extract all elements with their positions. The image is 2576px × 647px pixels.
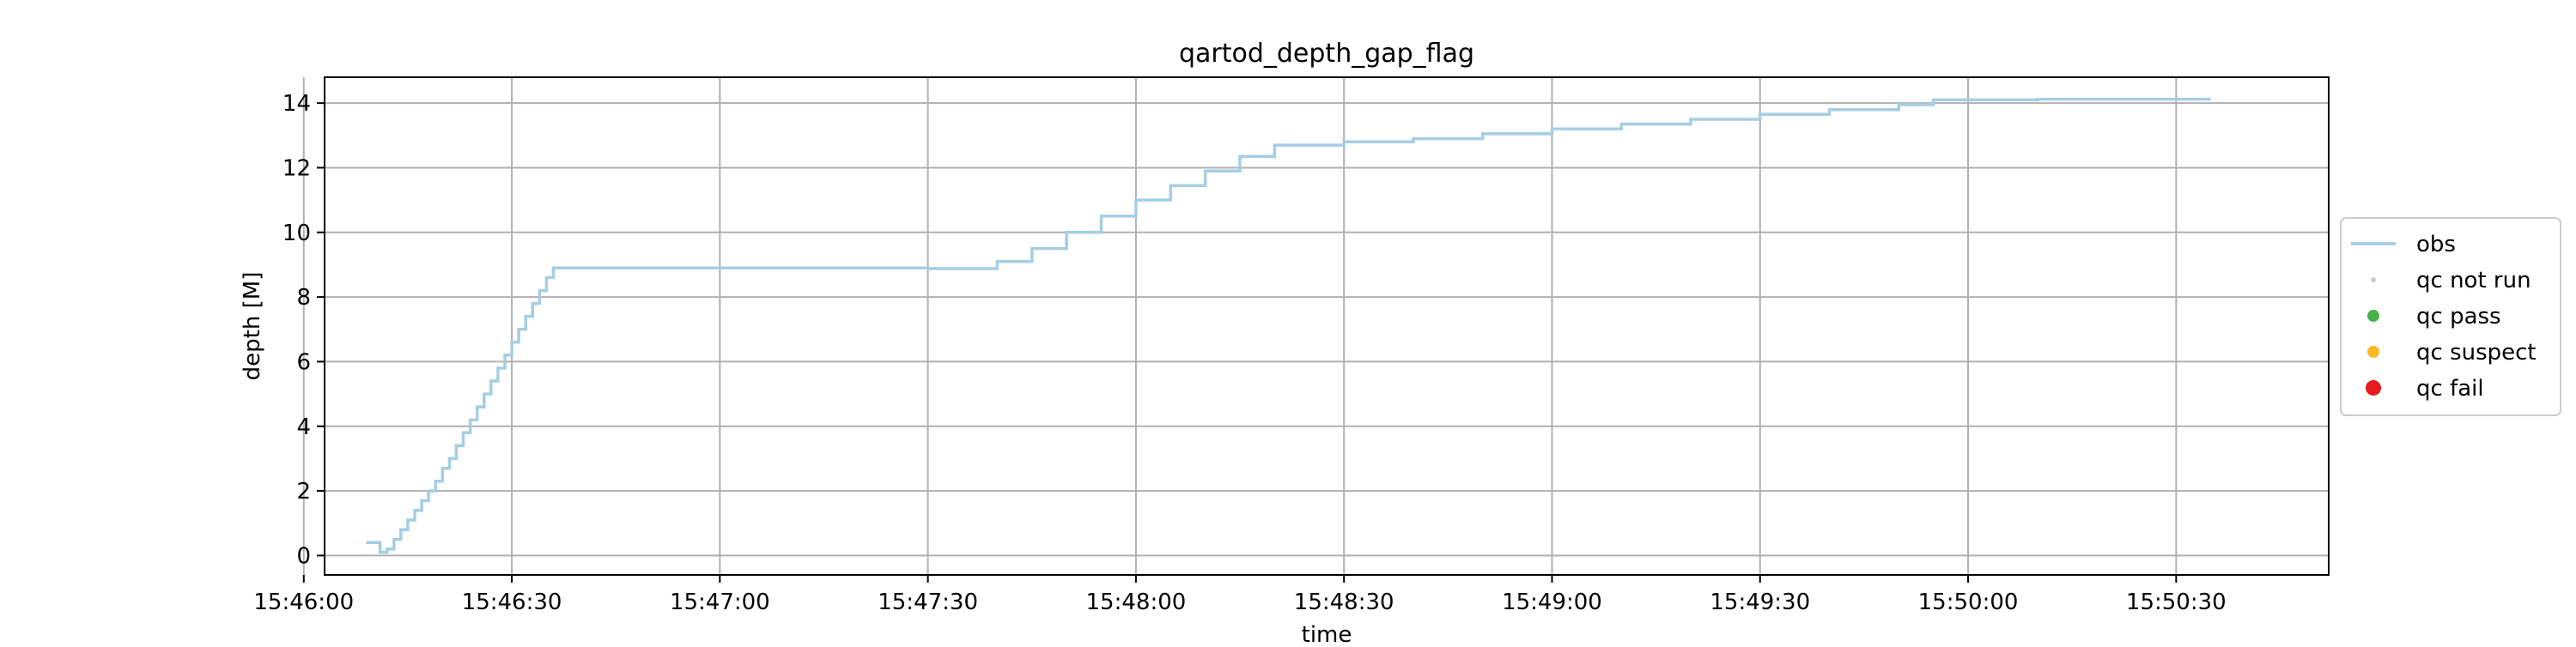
y-axis-ticks: 0 2 4 6 8 10 12 14 [283,91,325,569]
y-tick-label: 12 [283,155,311,181]
legend-dot-swatch [2371,277,2376,282]
legend-dot-swatch [2366,380,2381,396]
legend-dot-swatch [2367,310,2379,322]
y-tick-label: 4 [296,414,311,440]
legend-item: qc fail [2366,376,2484,402]
y-tick-label: 0 [296,543,311,569]
x-tick-label: 15:46:00 [253,590,354,615]
legend-item: qc suspect [2367,340,2537,366]
x-tick-label: 15:47:30 [878,590,978,615]
x-tick-label: 15:50:00 [1918,590,2019,615]
legend-label: qc suspect [2416,340,2537,366]
series-layer [366,97,2211,554]
x-tick-label: 15:48:00 [1086,590,1187,615]
x-axis-label: time [1302,622,1352,644]
y-tick-label: 10 [283,221,311,246]
x-tick-label: 15:49:30 [1710,590,1810,615]
legend-label: obs [2416,232,2456,257]
x-tick-label: 15:50:30 [2126,590,2227,615]
legend-box [2340,217,2561,416]
y-tick-label: 14 [283,91,311,117]
legend-item: obs [2351,232,2456,257]
x-tick-label: 15:49:00 [1502,590,1602,615]
legend-item: qc not run [2371,268,2531,293]
legend-label: qc not run [2416,268,2531,293]
series-line-obs [366,97,2211,554]
legend-dot-swatch [2367,346,2379,358]
x-tick-label: 15:46:30 [462,590,562,615]
y-tick-label: 8 [296,285,311,311]
legend-item: qc pass [2367,304,2501,330]
x-tick-label: 15:48:30 [1294,590,1394,615]
y-tick-label: 2 [296,479,311,505]
chart-title: qartod_depth_gap_flag [1179,39,1474,69]
x-axis-ticks: 15:46:00 15:46:30 15:47:00 15:47:30 15:48:00… [253,575,2227,615]
legend-label: qc pass [2416,304,2501,330]
x-tick-label: 15:47:00 [670,590,770,615]
legend: obs qc not run qc pass qc suspect qc fail [2340,217,2561,416]
y-tick-label: 6 [296,349,311,375]
legend-label: qc fail [2416,376,2484,402]
y-axis-label: depth [M] [240,272,265,381]
plot-frame [324,76,2330,576]
grid [302,77,2329,575]
